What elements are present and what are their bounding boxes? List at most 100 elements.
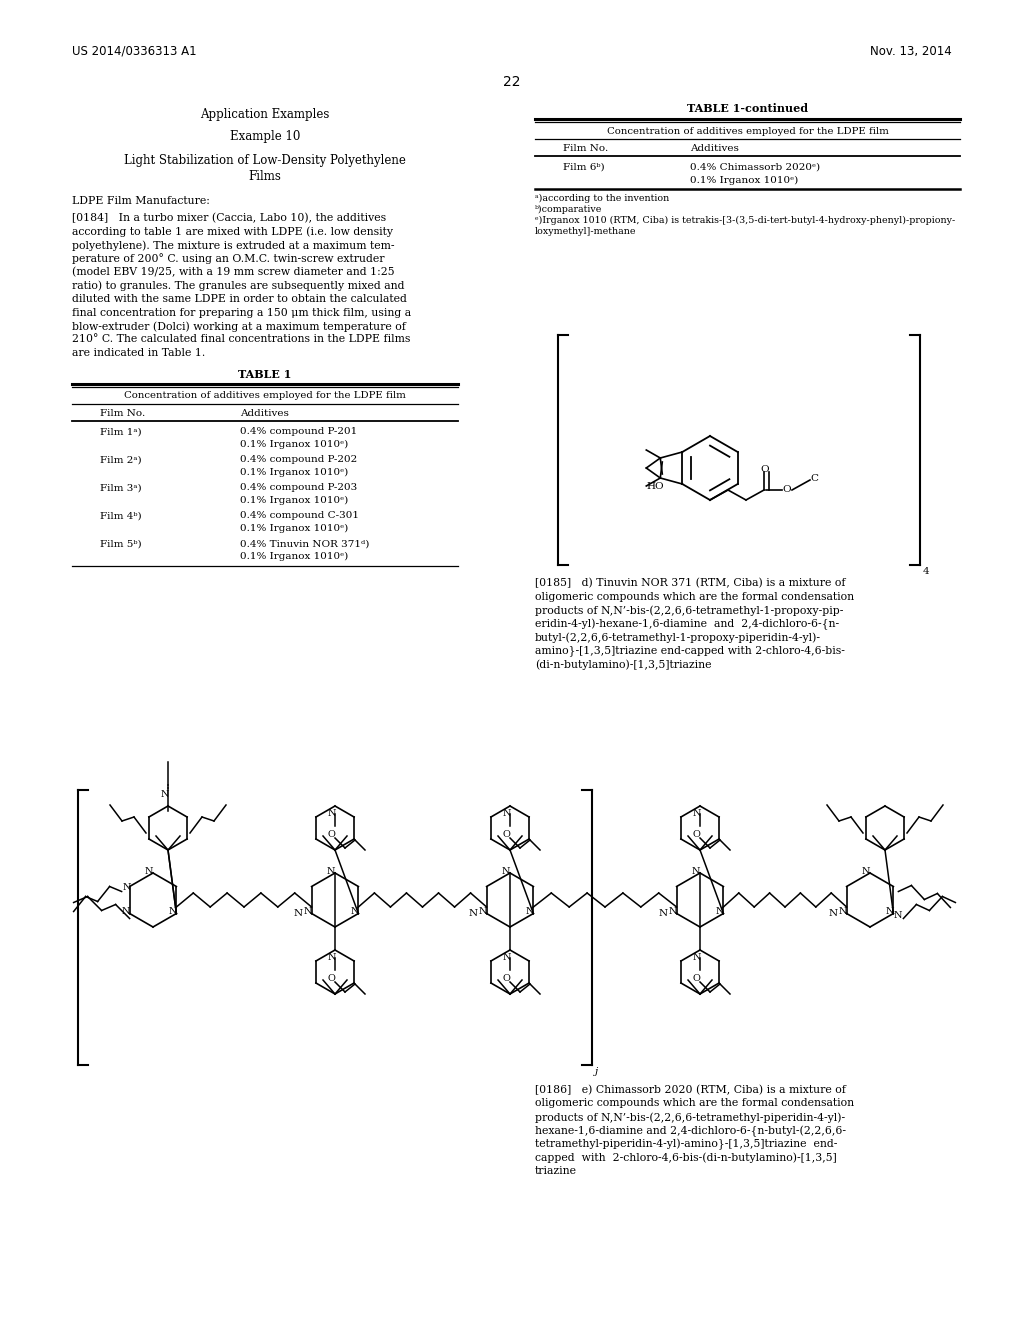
- Text: TABLE 1: TABLE 1: [239, 370, 292, 380]
- Text: perature of 200° C. using an O.M.C. twin-screw extruder: perature of 200° C. using an O.M.C. twin…: [72, 253, 384, 264]
- Text: according to table 1 are mixed with LDPE (i.e. low density: according to table 1 are mixed with LDPE…: [72, 227, 393, 238]
- Text: O: O: [327, 830, 335, 840]
- Text: 0.1% Irganox 1010ᵉ): 0.1% Irganox 1010ᵉ): [240, 496, 348, 506]
- Text: products of N,N’-bis-(2,2,6,6-tetramethyl-1-propoxy-pip-: products of N,N’-bis-(2,2,6,6-tetramethy…: [535, 605, 844, 615]
- Text: capped  with  2-chloro-4,6-bis-(di-n-butylamino)-[1,3,5]: capped with 2-chloro-4,6-bis-(di-n-butyl…: [535, 1152, 837, 1163]
- Text: N: N: [502, 867, 510, 876]
- Text: Films: Films: [249, 170, 282, 183]
- Text: Concentration of additives employed for the LDPE film: Concentration of additives employed for …: [124, 392, 406, 400]
- Text: 0.4% Chimassorb 2020ᵉ): 0.4% Chimassorb 2020ᵉ): [690, 162, 820, 172]
- Text: Additives: Additives: [240, 408, 289, 417]
- Text: O: O: [692, 830, 700, 840]
- Text: 0.1% Irganox 1010ᵉ): 0.1% Irganox 1010ᵉ): [240, 552, 348, 561]
- Text: US 2014/0336313 A1: US 2014/0336313 A1: [72, 45, 197, 58]
- Text: Light Stabilization of Low-Density Polyethylene: Light Stabilization of Low-Density Polye…: [124, 154, 406, 168]
- Text: N: N: [122, 883, 131, 892]
- Text: O: O: [692, 974, 700, 983]
- Text: O: O: [502, 830, 510, 840]
- Text: 210° C. The calculated final concentrations in the LDPE films: 210° C. The calculated final concentrati…: [72, 334, 411, 345]
- Text: Film No.: Film No.: [563, 144, 608, 153]
- Text: 0.1% Irganox 1010ᵉ): 0.1% Irganox 1010ᵉ): [240, 440, 348, 449]
- Text: diluted with the same LDPE in order to obtain the calculated: diluted with the same LDPE in order to o…: [72, 294, 407, 304]
- Text: Film 5ᵇ): Film 5ᵇ): [100, 540, 141, 549]
- Text: 0.1% Irganox 1010ᵉ): 0.1% Irganox 1010ᵉ): [240, 524, 348, 533]
- Text: O: O: [760, 465, 769, 474]
- Text: HO: HO: [646, 482, 664, 491]
- Text: N: N: [693, 953, 701, 962]
- Text: amino}-[1,3,5]triazine end-capped with 2-chloro-4,6-bis-: amino}-[1,3,5]triazine end-capped with 2…: [535, 645, 845, 656]
- Text: N: N: [503, 953, 511, 962]
- Text: triazine: triazine: [535, 1166, 577, 1176]
- Text: N: N: [328, 809, 336, 818]
- Text: LDPE Film Manufacture:: LDPE Film Manufacture:: [72, 195, 210, 206]
- Text: ᵇ)comparative: ᵇ)comparative: [535, 205, 602, 214]
- Text: N: N: [350, 908, 358, 916]
- Text: Film 3ᵃ): Film 3ᵃ): [100, 483, 141, 492]
- Text: N: N: [122, 908, 130, 916]
- Text: 0.1% Irganox 1010ᵉ): 0.1% Irganox 1010ᵉ): [240, 469, 348, 477]
- Text: Film 2ᵃ): Film 2ᵃ): [100, 455, 141, 465]
- Text: blow-extruder (Dolci) working at a maximum temperature of: blow-extruder (Dolci) working at a maxim…: [72, 321, 406, 331]
- Text: Film 6ᵇ): Film 6ᵇ): [563, 162, 604, 172]
- Text: N: N: [144, 867, 154, 876]
- Text: ᵉ)Irganox 1010 (RTM, Ciba) is tetrakis-[3-(3,5-di-tert-butyl-4-hydroxy-phenyl)-p: ᵉ)Irganox 1010 (RTM, Ciba) is tetrakis-[…: [535, 216, 955, 226]
- Text: N: N: [303, 908, 312, 916]
- Text: Film 1ᵃ): Film 1ᵃ): [100, 428, 141, 437]
- Text: N: N: [839, 908, 847, 916]
- Text: Additives: Additives: [690, 144, 739, 153]
- Text: polyethylene). The mixture is extruded at a maximum tem-: polyethylene). The mixture is extruded a…: [72, 240, 394, 251]
- Text: 4: 4: [923, 568, 930, 576]
- Text: N: N: [478, 908, 486, 916]
- Text: N: N: [885, 908, 894, 916]
- Text: j: j: [595, 1067, 598, 1076]
- Text: Concentration of additives employed for the LDPE film: Concentration of additives employed for …: [607, 127, 889, 136]
- Text: Film No.: Film No.: [100, 408, 145, 417]
- Text: Nov. 13, 2014: Nov. 13, 2014: [870, 45, 952, 58]
- Text: loxymethyl]-methane: loxymethyl]-methane: [535, 227, 637, 236]
- Text: Application Examples: Application Examples: [201, 108, 330, 121]
- Text: products of N,N’-bis-(2,2,6,6-tetramethyl-piperidin-4-yl)-: products of N,N’-bis-(2,2,6,6-tetramethy…: [535, 1111, 845, 1122]
- Text: Example 10: Example 10: [229, 129, 300, 143]
- Text: butyl-(2,2,6,6-tetramethyl-1-propoxy-piperidin-4-yl)-: butyl-(2,2,6,6-tetramethyl-1-propoxy-pip…: [535, 632, 821, 643]
- Text: N: N: [828, 909, 838, 919]
- Text: [0185]   d) Tinuvin NOR 371 (RTM, Ciba) is a mixture of: [0185] d) Tinuvin NOR 371 (RTM, Ciba) is…: [535, 578, 846, 589]
- Text: O: O: [327, 974, 335, 983]
- Text: N: N: [862, 867, 870, 876]
- Text: TABLE 1-continued: TABLE 1-continued: [687, 103, 809, 114]
- Text: N: N: [715, 908, 724, 916]
- Text: 0.1% Irganox 1010ᵉ): 0.1% Irganox 1010ᵉ): [690, 176, 799, 185]
- Text: ᵃ)according to the invention: ᵃ)according to the invention: [535, 194, 670, 203]
- Text: final concentration for preparing a 150 μm thick film, using a: final concentration for preparing a 150 …: [72, 308, 411, 318]
- Text: N: N: [503, 809, 511, 818]
- Text: N: N: [328, 953, 336, 962]
- Text: N: N: [168, 908, 176, 916]
- Text: N: N: [327, 867, 335, 876]
- Text: (di-n-butylamino)-[1,3,5]triazine: (di-n-butylamino)-[1,3,5]triazine: [535, 659, 712, 669]
- Text: N: N: [293, 909, 302, 919]
- Text: oligomeric compounds which are the formal condensation: oligomeric compounds which are the forma…: [535, 1098, 854, 1109]
- Text: [0184]   In a turbo mixer (Caccia, Labo 10), the additives: [0184] In a turbo mixer (Caccia, Labo 10…: [72, 213, 386, 223]
- Text: N: N: [692, 867, 700, 876]
- Text: hexane-1,6-diamine and 2,4-dichloro-6-{n-butyl-(2,2,6,6-: hexane-1,6-diamine and 2,4-dichloro-6-{n…: [535, 1126, 846, 1137]
- Text: 0.4% Tinuvin NOR 371ᵈ): 0.4% Tinuvin NOR 371ᵈ): [240, 540, 370, 549]
- Text: N: N: [468, 909, 477, 919]
- Text: N: N: [525, 908, 534, 916]
- Text: O: O: [782, 484, 791, 494]
- Text: 0.4% compound P-202: 0.4% compound P-202: [240, 455, 357, 465]
- Text: N: N: [693, 809, 701, 818]
- Text: [0186]   e) Chimassorb 2020 (RTM, Ciba) is a mixture of: [0186] e) Chimassorb 2020 (RTM, Ciba) is…: [535, 1085, 846, 1096]
- Text: O: O: [502, 974, 510, 983]
- Text: N: N: [161, 789, 169, 799]
- Text: 0.4% compound C-301: 0.4% compound C-301: [240, 511, 359, 520]
- Text: tetramethyl-piperidin-4-yl)-amino}-[1,3,5]triazine  end-: tetramethyl-piperidin-4-yl)-amino}-[1,3,…: [535, 1139, 838, 1150]
- Text: 0.4% compound P-203: 0.4% compound P-203: [240, 483, 357, 492]
- Text: eridin-4-yl)-hexane-1,6-diamine  and  2,4-dichloro-6-{n-: eridin-4-yl)-hexane-1,6-diamine and 2,4-…: [535, 619, 839, 630]
- Text: 0.4% compound P-201: 0.4% compound P-201: [240, 428, 357, 437]
- Text: Film 4ᵇ): Film 4ᵇ): [100, 511, 141, 520]
- Text: oligomeric compounds which are the formal condensation: oligomeric compounds which are the forma…: [535, 591, 854, 602]
- Text: N: N: [658, 909, 668, 919]
- Text: N: N: [893, 911, 902, 920]
- Text: (model EBV 19/25, with a 19 mm screw diameter and 1:25: (model EBV 19/25, with a 19 mm screw dia…: [72, 267, 394, 277]
- Text: ratio) to granules. The granules are subsequently mixed and: ratio) to granules. The granules are sub…: [72, 281, 404, 292]
- Text: N: N: [669, 908, 677, 916]
